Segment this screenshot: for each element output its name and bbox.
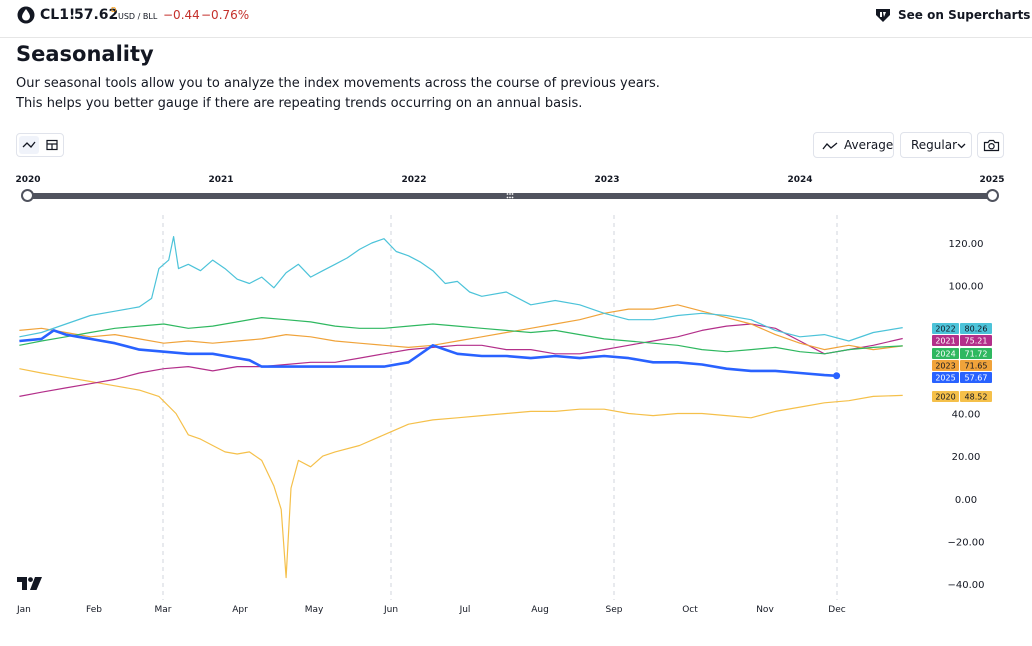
x-tick-label: Jan [16, 605, 31, 615]
range-year-label: 2024 [787, 175, 813, 185]
price-change: −0.44 [163, 8, 200, 22]
range-end-handle[interactable] [986, 189, 999, 202]
range-year-label: 2023 [594, 175, 620, 185]
legend-year-label: 2024 [935, 350, 955, 359]
x-tick-label: Oct [682, 605, 698, 615]
y-tick-label: 100.00 [949, 282, 984, 293]
legend-year-label: 2021 [935, 337, 955, 346]
legend-value-badge [960, 372, 992, 383]
legend-value-label: 71.65 [965, 362, 988, 371]
view-toggle-group [16, 133, 64, 157]
price-unit: USD / BLL [118, 12, 158, 21]
x-tick-label: Jul [459, 605, 471, 615]
drag-grip-icon[interactable] [506, 192, 514, 200]
supercharts-icon[interactable] [874, 6, 892, 24]
price-flag: D [111, 6, 117, 14]
table-icon [46, 139, 58, 151]
see-on-supercharts-link[interactable]: See on Supercharts [898, 8, 1031, 22]
x-tick-label: Apr [232, 605, 248, 615]
y-tick-label: 40.00 [952, 410, 981, 421]
y-tick-label: 120.00 [949, 239, 984, 250]
series-line-2024[interactable] [19, 317, 903, 355]
page-title: Seasonality [16, 42, 154, 66]
legend-value-badge [960, 335, 992, 346]
x-tick-label: May [305, 605, 324, 615]
series-line-2021[interactable] [19, 323, 903, 397]
x-tick-label: Mar [155, 605, 172, 615]
seasonality-chart[interactable]: 120.00 100.00 40.00 20.00 0.00 −20.00 −40.00 J… [0, 205, 1032, 640]
top-bar: CL1! 57.62 D USD / BLL −0.44 −0.76% See … [0, 0, 1032, 38]
table-view-button[interactable] [42, 136, 62, 154]
chevron-down-icon [957, 143, 966, 149]
legend-year-badge [932, 360, 959, 371]
series-line-2022[interactable] [19, 236, 903, 342]
symbol-name[interactable]: CL1! [40, 7, 76, 23]
legend-year-label: 2022 [935, 325, 955, 334]
legend-value-label: 48.52 [965, 393, 988, 402]
legend-value-label: 57.67 [965, 374, 988, 383]
x-tick-label: Sep [606, 605, 623, 615]
legend-year-badge [932, 348, 959, 359]
legend-value-badge [960, 323, 992, 334]
mode-select-value: Regular [911, 138, 958, 152]
x-tick-label: Jun [383, 605, 398, 615]
legend-year-badge [932, 323, 959, 334]
line-chart-icon [22, 141, 36, 148]
x-tick-label: Aug [531, 605, 549, 615]
description-line-1: Our seasonal tools allow you to analyze … [16, 76, 660, 91]
range-start-handle[interactable] [21, 189, 34, 202]
legend-year-label: 2023 [935, 362, 955, 371]
y-tick-label: −40.00 [947, 580, 984, 591]
range-year-label: 2020 [15, 175, 41, 185]
description-line-2: This helps you better gauge if there are… [16, 96, 583, 111]
snapshot-button[interactable] [977, 132, 1004, 158]
legend-value-badge [960, 360, 992, 371]
legend-value-badge [960, 391, 992, 402]
series-line-2025[interactable] [19, 329, 837, 378]
tradingview-logo [17, 577, 42, 590]
oil-drop-icon [17, 6, 35, 24]
y-tick-label: 0.00 [955, 495, 977, 506]
price-change-percent: −0.76% [201, 8, 250, 22]
y-tick-label: −20.00 [947, 537, 984, 548]
legend-year-label: 2020 [935, 393, 955, 402]
legend-year-badge [932, 391, 959, 402]
camera-icon [983, 139, 1000, 152]
x-tick-label: Dec [828, 605, 845, 615]
average-label: Average [844, 138, 894, 152]
average-line-icon [822, 142, 838, 150]
x-tick-label: Feb [86, 605, 102, 615]
legend-value-label: 75.21 [965, 337, 988, 346]
legend-year-label: 2025 [935, 374, 955, 383]
series-line-2023[interactable] [19, 304, 903, 351]
average-toggle-button[interactable]: Average [813, 132, 894, 158]
chart-view-button[interactable] [19, 136, 39, 154]
legend-value-badge [960, 348, 992, 359]
year-range-track[interactable] [27, 193, 993, 199]
legend-year-badge [932, 372, 959, 383]
legend-value-label: 71.72 [965, 350, 988, 359]
y-tick-label: 20.00 [952, 452, 981, 463]
legend-year-badge [932, 335, 959, 346]
series-line-2020[interactable] [19, 368, 903, 579]
range-year-label: 2021 [208, 175, 234, 185]
legend-value-label: 80.26 [965, 325, 988, 334]
x-tick-label: Nov [756, 605, 774, 615]
range-year-label: 2022 [401, 175, 427, 185]
mode-select[interactable]: Regular [900, 132, 972, 158]
range-year-label: 2025 [979, 175, 1005, 185]
last-price: 57.62 [74, 7, 119, 23]
series-end-point-2025 [833, 372, 841, 380]
